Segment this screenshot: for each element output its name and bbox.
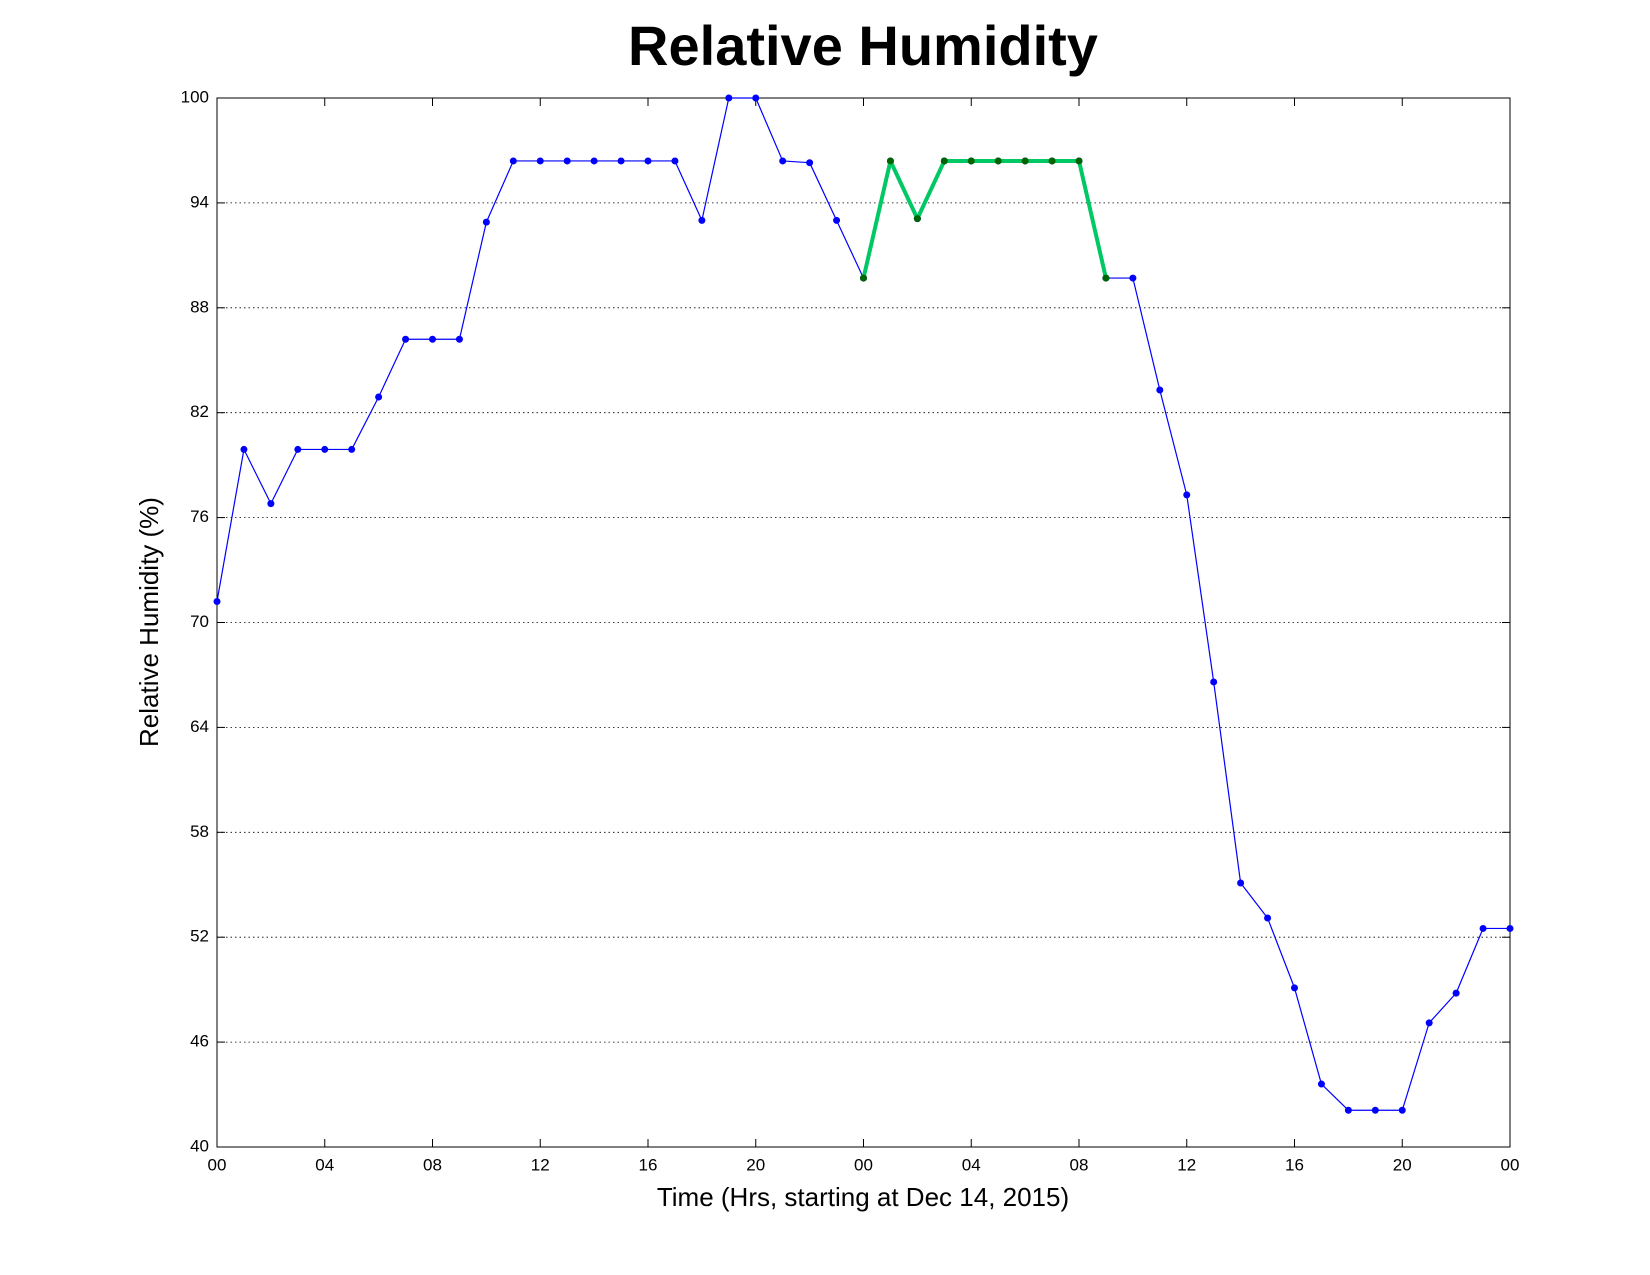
data-point (1048, 157, 1056, 165)
data-point (240, 445, 248, 453)
plot-frame (216, 97, 1511, 1148)
data-point (1021, 157, 1029, 165)
data-point (1183, 491, 1191, 499)
data-point (509, 157, 517, 165)
data-point (671, 157, 679, 165)
y-tick-label: 58 (190, 822, 209, 841)
data-point (1291, 984, 1298, 992)
data-point (482, 218, 490, 226)
data-point (267, 500, 275, 508)
x-tick-label: 12 (531, 1155, 550, 1174)
data-point (1371, 1106, 1379, 1114)
series-line (861, 158, 1108, 279)
data-point (321, 445, 329, 453)
x-tick-label: 00 (208, 1155, 227, 1174)
data-point (1479, 924, 1487, 932)
x-tick-label: 20 (746, 1155, 765, 1174)
data-point (1344, 1106, 1352, 1114)
y-tick-label: 94 (190, 192, 209, 211)
x-tick-label: 16 (1285, 1155, 1304, 1174)
data-point (1398, 1106, 1406, 1114)
data-point (617, 157, 625, 165)
data-point (402, 335, 410, 343)
data-point (429, 335, 436, 343)
y-axis-label: Relative Humidity (%) (134, 497, 164, 747)
data-point (1075, 157, 1083, 165)
data-point (1317, 1080, 1325, 1088)
data-point (1237, 879, 1245, 887)
y-tick-label: 70 (190, 612, 209, 631)
y-tick-label: 52 (190, 927, 209, 946)
y-tick-label: 46 (190, 1032, 209, 1051)
x-tick-label: 08 (423, 1155, 442, 1174)
x-tick-label: 04 (315, 1155, 334, 1174)
x-axis-label: Time (Hrs, starting at Dec 14, 2015) (657, 1182, 1069, 1212)
data-point (348, 445, 356, 453)
data-point (644, 157, 652, 165)
y-tick-label: 100 (181, 87, 209, 106)
data-point (1452, 989, 1460, 997)
data-point (1506, 924, 1514, 932)
data-point (375, 393, 383, 401)
x-tick-label: 20 (1393, 1155, 1412, 1174)
y-tick-label: 88 (190, 297, 209, 316)
x-tick-label: 16 (639, 1155, 658, 1174)
data-point (1102, 274, 1110, 282)
data-point (590, 157, 598, 165)
data-point (563, 157, 571, 165)
x-tick-label: 04 (962, 1155, 981, 1174)
x-tick-label: 12 (1177, 1155, 1196, 1174)
y-tick-label: 40 (190, 1136, 209, 1155)
chart-title: Relative Humidity (628, 14, 1098, 77)
data-point (967, 157, 975, 165)
data-point (725, 94, 733, 102)
data-point (536, 157, 544, 165)
y-tick-label: 82 (190, 402, 209, 421)
data-point (779, 157, 787, 165)
data-point (833, 216, 841, 224)
data-point (1129, 274, 1137, 282)
data-point (294, 445, 302, 453)
x-tick-label: 00 (1501, 1155, 1520, 1174)
x-tick-label: 08 (1070, 1155, 1089, 1174)
data-point (860, 274, 867, 282)
data-point (698, 216, 706, 224)
data-point (1425, 1019, 1433, 1027)
data-point (994, 157, 1002, 165)
data-point (213, 598, 221, 606)
data-point (1156, 386, 1164, 394)
data-point (455, 335, 463, 343)
y-tick-label: 64 (190, 717, 209, 736)
data-point (940, 157, 948, 165)
y-tick-label: 76 (190, 507, 209, 526)
data-point (886, 157, 894, 165)
data-point (806, 159, 814, 167)
data-point (1210, 678, 1218, 686)
data-point (1264, 914, 1272, 922)
data-point (752, 94, 760, 102)
data-point (913, 215, 921, 223)
x-tick-label: 00 (854, 1155, 873, 1174)
